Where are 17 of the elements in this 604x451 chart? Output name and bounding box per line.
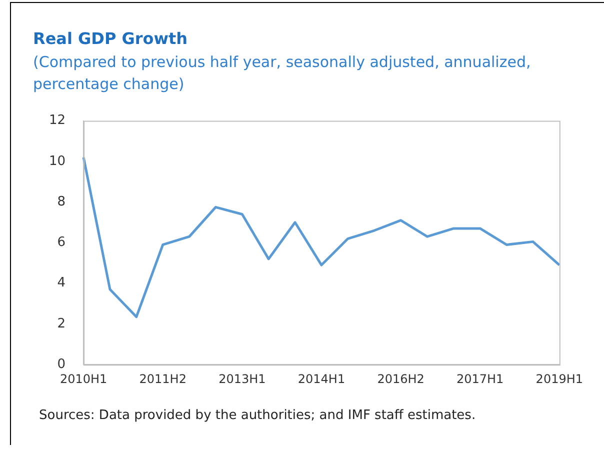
x-tick-label: 2019H1	[536, 372, 584, 386]
y-tick-label: 8	[57, 194, 66, 210]
x-tick-label: 2014H1	[298, 372, 346, 386]
y-tick-label: 10	[48, 154, 66, 169]
y-tick-label: 0	[57, 356, 66, 372]
y-tick-label: 12	[48, 113, 66, 128]
x-tick-label: 2011H2	[139, 372, 186, 386]
y-tick-label: 6	[57, 235, 66, 250]
chart-subtitle: (Compared to previous half year, seasonally adjusted, annualized, percentage change)	[33, 52, 532, 95]
x-tick-label: 2010H1	[60, 372, 108, 386]
y-tick-label: 4	[57, 276, 66, 291]
chart-title: Real GDP Growth	[33, 29, 188, 48]
x-tick-label: 2017H1	[456, 372, 504, 386]
x-tick-label: 2016H2	[377, 372, 424, 386]
y-tick-label: 2	[57, 316, 66, 332]
x-tick-label: 2013H1	[218, 372, 266, 386]
source-note: Sources: Data provided by the authorities; and IMF staff estimates.	[39, 408, 476, 423]
